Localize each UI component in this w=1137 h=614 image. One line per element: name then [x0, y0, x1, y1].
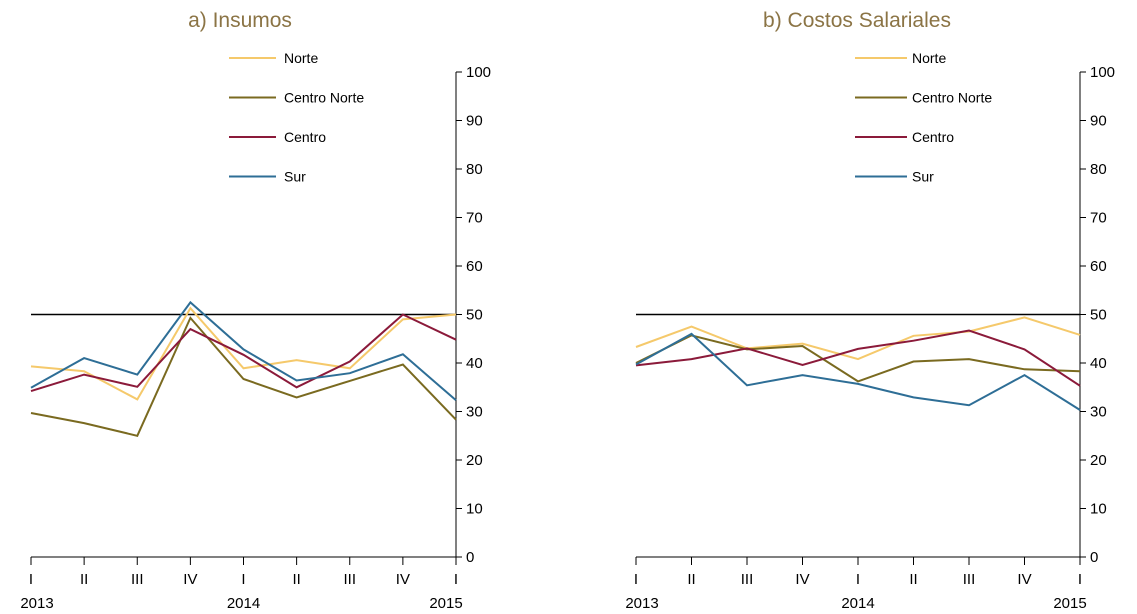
x-tick-label: III — [741, 571, 754, 588]
y-tick-label: 40 — [466, 355, 483, 372]
series-line-centro — [30, 313, 457, 393]
legend-label-sur: Sur — [912, 169, 934, 185]
x-tick-label: IV — [795, 571, 809, 588]
x-tick-label: I — [29, 571, 33, 588]
y-tick-label: 50 — [1090, 307, 1107, 324]
y-tick-label: 30 — [1090, 404, 1107, 421]
series-line-centro — [635, 329, 1081, 387]
legend-label-centro-norte: Centro Norte — [284, 90, 364, 106]
y-tick-label: 100 — [1090, 64, 1115, 81]
series-line-norte — [635, 316, 1081, 361]
x-tick-label: I — [634, 571, 638, 588]
x-tick-label: IV — [396, 571, 410, 588]
y-tick-label: 10 — [466, 501, 483, 518]
y-tick-label: 40 — [1090, 355, 1107, 372]
legend-label-centro-norte: Centro Norte — [912, 90, 992, 106]
y-tick-label: 60 — [1090, 258, 1107, 275]
chart-title: b) Costos Salariales — [763, 9, 951, 32]
y-tick-label: 100 — [466, 64, 491, 81]
x-tick-label: I — [241, 571, 245, 588]
year-label: 2013 — [625, 595, 658, 612]
legend-label-norte: Norte — [284, 50, 318, 66]
chart-title: a) Insumos — [188, 9, 292, 32]
series-line-centro-norte — [30, 316, 457, 437]
x-tick-label: III — [343, 571, 356, 588]
legend-label-centro: Centro — [284, 129, 326, 145]
year-label: 2015 — [429, 595, 462, 612]
y-tick-label: 90 — [1090, 113, 1107, 130]
y-tick-label: 30 — [466, 404, 483, 421]
x-tick-label: III — [963, 571, 976, 588]
y-tick-label: 60 — [466, 258, 483, 275]
x-tick-label: IV — [183, 571, 197, 588]
x-tick-label: II — [909, 571, 917, 588]
legend-label-sur: Sur — [284, 169, 306, 185]
chart-panel-b: b) Costos Salariales 0 10 20 30 40 50 60 70 80 90 1… — [625, 9, 1115, 612]
year-label: 2015 — [1053, 595, 1086, 612]
series-line-norte — [30, 306, 457, 401]
legend-label-norte: Norte — [912, 50, 946, 66]
legend-label-centro: Centro — [912, 129, 954, 145]
y-tick-label: 0 — [1090, 549, 1098, 566]
year-label: 2014 — [841, 595, 874, 612]
y-tick-label: 20 — [1090, 452, 1107, 469]
series-line-sur — [635, 332, 1081, 411]
y-tick-label: 70 — [1090, 210, 1107, 227]
year-label: 2014 — [227, 595, 260, 612]
y-tick-label: 0 — [466, 549, 474, 566]
y-tick-label: 80 — [466, 161, 483, 178]
x-tick-label: I — [454, 571, 458, 588]
x-tick-label: II — [292, 571, 300, 588]
x-tick-label: I — [1078, 571, 1082, 588]
x-tick-label: II — [80, 571, 88, 588]
y-tick-label: 20 — [466, 452, 483, 469]
series-line-centro-norte — [635, 334, 1081, 383]
y-tick-label: 90 — [466, 113, 483, 130]
x-tick-label: I — [856, 571, 860, 588]
x-tick-label: II — [687, 571, 695, 588]
y-tick-label: 10 — [1090, 501, 1107, 518]
y-tick-label: 50 — [466, 307, 483, 324]
series-line-sur — [30, 300, 457, 402]
y-tick-label: 70 — [466, 210, 483, 227]
x-tick-label: IV — [1017, 571, 1031, 588]
x-tick-label: III — [131, 571, 144, 588]
y-tick-label: 80 — [1090, 161, 1107, 178]
year-label: 2013 — [20, 595, 53, 612]
